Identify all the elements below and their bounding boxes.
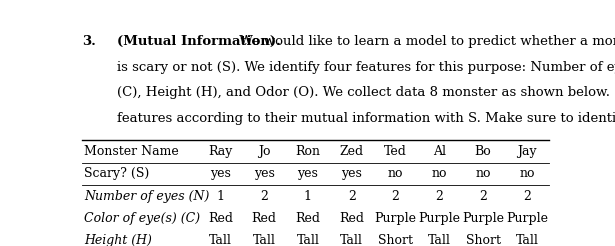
Text: Ted: Ted <box>384 145 407 158</box>
Text: Number of eyes (N): Number of eyes (N) <box>84 190 209 203</box>
Text: yes: yes <box>341 167 362 180</box>
Text: Tall: Tall <box>209 234 232 246</box>
Text: Al: Al <box>433 145 446 158</box>
Text: Red: Red <box>295 212 320 225</box>
Text: Short: Short <box>378 234 413 246</box>
Text: Purple: Purple <box>506 212 548 225</box>
Text: Jo: Jo <box>258 145 271 158</box>
Text: no: no <box>432 167 447 180</box>
Text: yes: yes <box>298 167 319 180</box>
Text: Tall: Tall <box>296 234 319 246</box>
Text: Red: Red <box>252 212 277 225</box>
Text: 2: 2 <box>435 190 443 203</box>
Text: 2: 2 <box>347 190 355 203</box>
Text: Height (H): Height (H) <box>84 234 152 246</box>
Text: Color of eye(s) (C): Color of eye(s) (C) <box>84 212 200 225</box>
Text: Bo: Bo <box>475 145 491 158</box>
Text: Tall: Tall <box>428 234 451 246</box>
Text: Short: Short <box>466 234 501 246</box>
Text: Red: Red <box>208 212 233 225</box>
Text: (Mutual Information).: (Mutual Information). <box>117 35 281 48</box>
Text: Tall: Tall <box>253 234 276 246</box>
Text: features according to their mutual information with S. Make sure to identify tie: features according to their mutual infor… <box>117 112 615 125</box>
Text: 2: 2 <box>392 190 399 203</box>
Text: We would like to learn a model to predict whether a monster: We would like to learn a model to predic… <box>235 35 615 48</box>
Text: no: no <box>475 167 491 180</box>
Text: 1: 1 <box>304 190 312 203</box>
Text: Tall: Tall <box>340 234 363 246</box>
Text: Ron: Ron <box>295 145 320 158</box>
Text: is scary or not (S). We identify four features for this purpose: Number of eyes : is scary or not (S). We identify four fe… <box>117 61 615 74</box>
Text: 2: 2 <box>479 190 487 203</box>
Text: Ray: Ray <box>208 145 232 158</box>
Text: Purple: Purple <box>462 212 504 225</box>
Text: yes: yes <box>210 167 231 180</box>
Text: 3.: 3. <box>82 35 95 48</box>
Text: 1: 1 <box>216 190 224 203</box>
Text: Red: Red <box>339 212 364 225</box>
Text: Purple: Purple <box>375 212 416 225</box>
Text: no: no <box>387 167 403 180</box>
Text: Scary? (S): Scary? (S) <box>84 167 149 180</box>
Text: 2: 2 <box>260 190 268 203</box>
Text: Purple: Purple <box>418 212 460 225</box>
Text: 2: 2 <box>523 190 531 203</box>
Text: yes: yes <box>253 167 274 180</box>
Text: Tall: Tall <box>515 234 538 246</box>
Text: (C), Height (H), and Odor (O). We collect data 8 monster as shown below. Rank th: (C), Height (H), and Odor (O). We collec… <box>117 86 615 99</box>
Text: no: no <box>519 167 534 180</box>
Text: Jay: Jay <box>517 145 537 158</box>
Text: Zed: Zed <box>339 145 363 158</box>
Text: Monster Name: Monster Name <box>84 145 179 158</box>
